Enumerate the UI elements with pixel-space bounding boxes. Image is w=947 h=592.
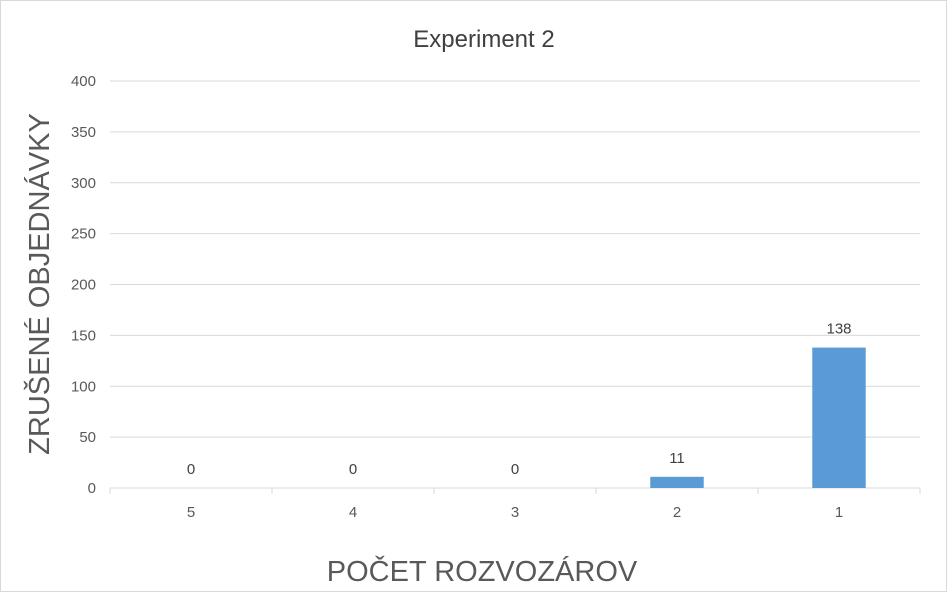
y-tick-label: 150: [71, 327, 96, 344]
gridlines: [110, 80, 920, 438]
bar: [812, 347, 866, 488]
y-tick-label: 300: [71, 175, 96, 192]
x-axis-title: POČET ROZVOZÁROV: [327, 554, 638, 588]
bars: [650, 347, 866, 488]
y-tick-label: 100: [71, 378, 96, 395]
x-tick-label: 1: [835, 504, 843, 521]
x-tick-label: 2: [673, 504, 681, 521]
y-tick-label: 200: [71, 277, 96, 294]
chart-title: Experiment 2: [413, 26, 554, 53]
data-label: 0: [349, 461, 357, 478]
y-tick-label: 50: [79, 429, 96, 446]
y-tick-label: 250: [71, 226, 96, 243]
data-label: 138: [826, 321, 851, 338]
bar: [650, 476, 704, 488]
y-tick-label: 350: [71, 124, 96, 141]
y-tick-label: 400: [71, 73, 96, 90]
x-tick-label: 4: [349, 504, 357, 521]
data-label: 0: [511, 461, 519, 478]
x-axis: 5 4 3 2 1: [109, 487, 921, 521]
data-label: 0: [187, 461, 195, 478]
y-axis-title: ZRUŠENÉ OBJEDNÁVKY: [22, 113, 56, 455]
data-label: 11: [669, 450, 685, 467]
y-axis-ticks: 0 50 100 150 200 250 300 350 400: [71, 73, 96, 497]
y-tick-label: 0: [88, 480, 96, 497]
data-labels: 0 0 0 11 138: [187, 321, 852, 478]
x-tick-label: 3: [511, 504, 519, 521]
x-tick-label: 5: [187, 504, 195, 521]
